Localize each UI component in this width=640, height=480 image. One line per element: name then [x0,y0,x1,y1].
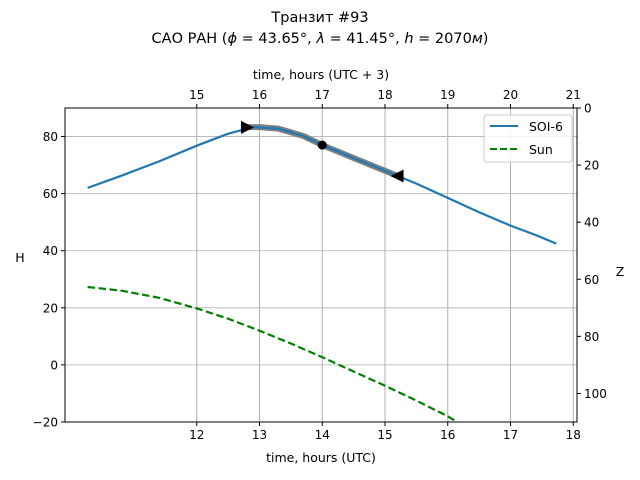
series-line-sun [87,285,458,422]
series-layer [87,120,557,422]
y-axis-right-label: Z [616,264,625,279]
x-tick-label: 17 [503,428,518,442]
title-line-2: САО РАН (ϕ = 43.65°, λ = 41.45°, h = 207… [152,31,489,47]
y-axis-label: H [15,250,24,265]
x-top-tick-label: 15 [189,88,204,102]
x-tick-label: 13 [252,428,267,442]
legend-label-soi-6: SOI-6 [529,119,563,134]
ticks: 12 13 14 15 16 17 18 15 16 17 18 19 20 21 −20 0 20 40 60 80… [33,88,607,442]
title-line-1: Транзит #93 [270,10,368,26]
y-right-tick-label: 100 [584,387,607,401]
y-tick-label: 80 [43,130,58,144]
end-marker-triangle-left [390,169,404,183]
y-tick-label: −20 [33,416,58,430]
y-tick-label: 40 [43,244,58,258]
plot-frame [64,107,578,423]
x-tick-label: 14 [315,428,330,442]
y-right-tick-label: 40 [584,216,599,230]
mid-marker-circle [317,140,327,150]
chart-title: Транзит #93 САО РАН (ϕ = 43.65°, λ = 41.… [152,10,489,47]
y-right-tick-label: 0 [584,102,592,116]
y-tick-label: 0 [50,358,58,372]
x-axis-top-label: time, hours (UTC + 3) [253,67,389,82]
x-top-tick-label: 19 [440,88,455,102]
x-top-tick-label: 18 [377,88,392,102]
x-axis-label: time, hours (UTC) [266,450,376,465]
legend-label-sun: Sun [529,142,553,157]
y-right-tick-label: 20 [584,159,599,173]
legend: SOI-6 Sun [483,114,573,163]
y-tick-label: 60 [43,187,58,201]
x-tick-label: 18 [566,428,581,442]
start-marker-triangle-right [240,120,254,134]
x-tick-label: 16 [440,428,455,442]
x-top-tick-label: 21 [566,88,581,102]
x-top-tick-label: 20 [503,88,518,102]
axes [64,107,578,423]
x-top-tick-label: 16 [252,88,267,102]
y-right-tick-label: 60 [584,273,599,287]
x-tick-label: 15 [377,428,392,442]
y-tick-label: 20 [43,301,58,315]
x-top-tick-label: 17 [315,88,330,102]
y-right-tick-label: 80 [584,330,599,344]
x-tick-label: 12 [189,428,204,442]
